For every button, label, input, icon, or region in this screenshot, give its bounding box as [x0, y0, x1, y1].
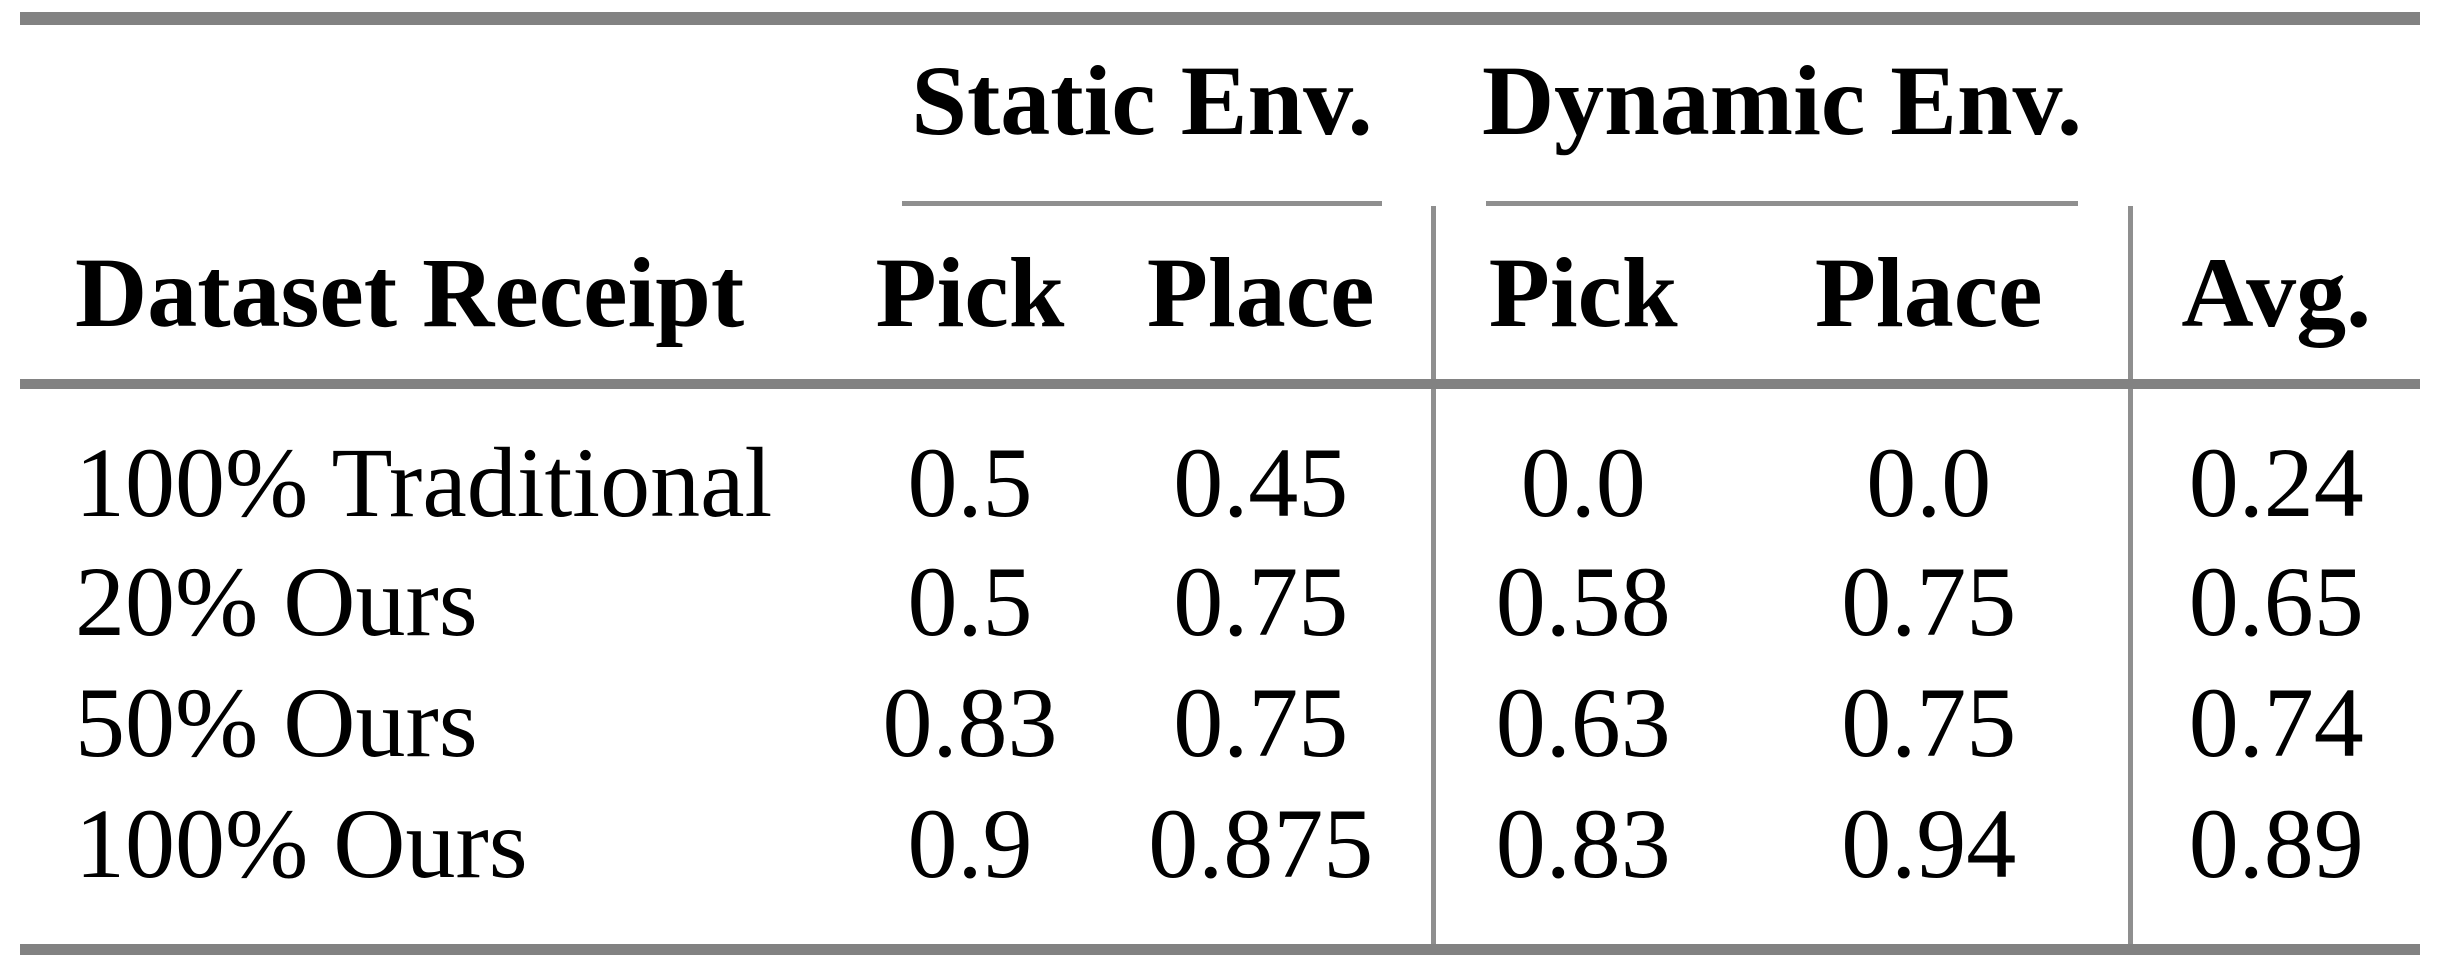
col-header-dynamic-pick: Pick: [1431, 206, 1730, 389]
col-header-static-pick: Pick: [849, 206, 1090, 389]
table-row: 20% Ours 0.5 0.75 0.58 0.75 0.65: [20, 541, 2420, 662]
cell-dynamic-place: 0.94: [1841, 787, 2017, 899]
table-bottom-rule: [20, 944, 2420, 955]
cell-dynamic-pick: 0.58: [1431, 541, 1730, 662]
cell-static-place: 0.75: [1173, 666, 1349, 778]
col-header-static-place: Place: [1089, 206, 1434, 389]
results-table: Static Env. Dynamic Env. Dataset Receipt…: [19, 25, 2420, 944]
row-label: 50% Ours: [74, 666, 478, 778]
cell-dynamic-place: 0.75: [1841, 666, 2017, 778]
cell-avg: 0.24: [2127, 384, 2420, 541]
cell-static-pick: 0.9: [907, 787, 1033, 899]
cell-static-place: 0.45: [1173, 427, 1349, 538]
static-env-underline-rule: [901, 201, 1382, 206]
col-header-dataset-receipt: Dataset Receipt: [19, 206, 850, 389]
table-bottom-spacer: [20, 904, 2420, 944]
cell-static-place: 0.875: [1148, 787, 1374, 899]
column-header-row: Dataset Receipt Pick Place Pick Place Av…: [19, 206, 2420, 389]
row-label: 20% Ours: [74, 545, 478, 657]
table-row: 100% Traditional 0.5 0.45 0.0 0.0 0.24: [20, 384, 2420, 541]
cell-static-pick: 0.5: [907, 545, 1033, 657]
group-header-dynamic-env: Dynamic Env.: [1434, 25, 2130, 206]
col-header-avg: Avg.: [2127, 206, 2420, 389]
table-row: 50% Ours 0.83 0.75 0.63 0.75 0.74: [20, 662, 2420, 783]
table-top-rule: [20, 12, 2420, 25]
cell-dynamic-place: 0.75: [1841, 545, 2017, 657]
table-row: 100% Ours 0.9 0.875 0.83 0.94 0.89: [20, 783, 2420, 904]
cell-static-pick: 0.5: [907, 427, 1033, 538]
row-label: 100% Traditional: [74, 427, 773, 538]
group-header-static-env: Static Env.: [850, 25, 1434, 206]
dynamic-env-label: Dynamic Env.: [1481, 45, 2083, 156]
col-header-dynamic-place: Place: [1729, 206, 2130, 389]
cell-avg: 0.74: [2127, 662, 2420, 783]
row-label: 100% Ours: [74, 787, 528, 899]
cell-dynamic-pick: 0.63: [1431, 662, 1730, 783]
cell-dynamic-place: 0.0: [1866, 427, 1992, 538]
dynamic-env-underline-rule: [1485, 201, 2078, 206]
group-header-spacer-right: [2130, 25, 2420, 206]
cell-dynamic-pick: 0.0: [1431, 384, 1730, 541]
static-env-label: Static Env.: [911, 45, 1373, 156]
cell-avg: 0.65: [2127, 541, 2420, 662]
group-header-spacer-left: [20, 25, 850, 206]
cell-static-pick: 0.83: [882, 666, 1058, 778]
cell-dynamic-pick: 0.83: [1431, 783, 1730, 904]
cell-static-place: 0.75: [1173, 545, 1349, 657]
group-header-row: Static Env. Dynamic Env.: [20, 25, 2420, 206]
cell-avg: 0.89: [2127, 783, 2420, 904]
